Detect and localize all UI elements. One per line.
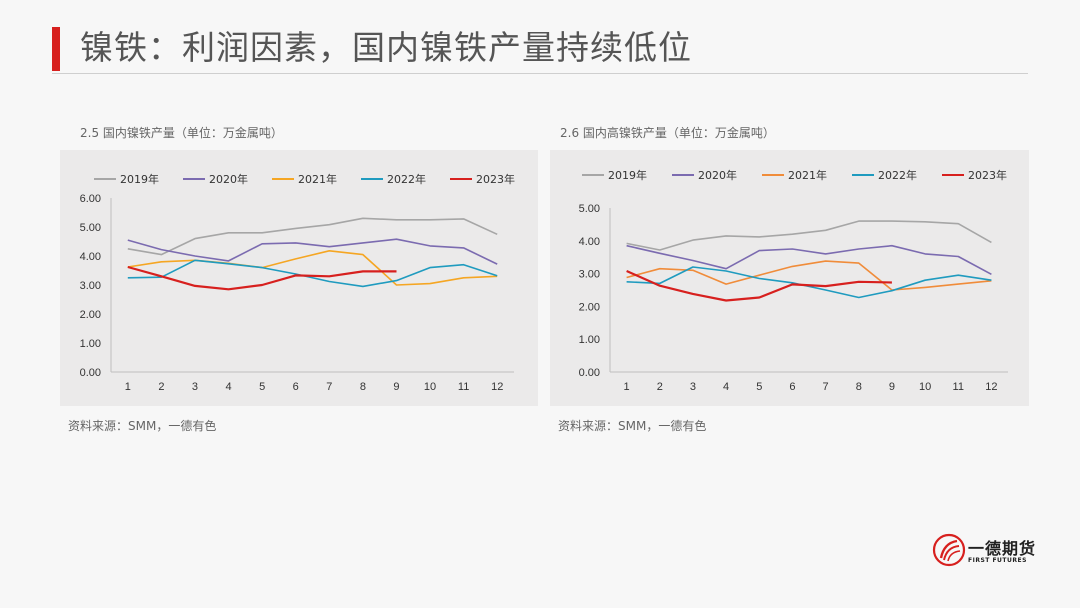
logo-subtitle: FIRST FUTURES bbox=[968, 557, 1027, 564]
legend-label: 2022年 bbox=[878, 168, 917, 182]
x-tick-label: 1 bbox=[624, 381, 630, 393]
chart-high-nickel-pig-iron-output: 0.00 1.00 2.00 3.00 4.00 5.00 1 2 3 4 5 6 7 8 9 10 11 12 2… bbox=[550, 150, 1029, 406]
x-tick-label: 3 bbox=[192, 381, 198, 393]
series-line bbox=[127, 259, 498, 288]
chart-svg: 0.001.002.003.004.005.001 2 3 4 5 6 7 8 9 10 11 122… bbox=[579, 168, 1008, 393]
x-tick-label: 2 bbox=[657, 381, 663, 393]
x-tick-label: 6 bbox=[789, 381, 795, 393]
x-tick-label: 10 bbox=[424, 381, 436, 393]
legend-label: 2023年 bbox=[968, 168, 1007, 182]
legend-label: 2020年 bbox=[209, 172, 248, 186]
series-line bbox=[127, 265, 397, 291]
y-tick-label: 6.00 bbox=[80, 193, 101, 205]
y-tick-label: 4.00 bbox=[80, 251, 101, 263]
x-tick-label: 5 bbox=[259, 381, 265, 393]
x-tick-label: 9 bbox=[393, 381, 399, 393]
source-note-2: 资料来源：SMM，一德有色 bbox=[558, 419, 707, 433]
x-tick-label: 11 bbox=[953, 381, 964, 393]
company-logo: 一德期货 FIRST FUTURES bbox=[932, 533, 1042, 571]
x-tick-label: 9 bbox=[889, 381, 895, 393]
x-tick-label: 11 bbox=[458, 381, 469, 393]
x-tick-label: 12 bbox=[491, 381, 503, 393]
logo-name: 一德期货 bbox=[968, 539, 1037, 558]
x-tick-label: 8 bbox=[856, 381, 862, 393]
chart-caption-1: 2.5 国内镍铁产量（单位：万金属吨） bbox=[80, 126, 283, 140]
legend-label: 2020年 bbox=[698, 168, 737, 182]
x-tick-label: 12 bbox=[985, 381, 997, 393]
x-tick-label: 1 bbox=[125, 381, 131, 393]
x-tick-label: 3 bbox=[690, 381, 696, 393]
y-tick-label: 2.00 bbox=[579, 301, 600, 313]
title-accent-bar bbox=[52, 27, 60, 71]
y-tick-label: 4.00 bbox=[579, 236, 600, 248]
title-divider bbox=[52, 73, 1028, 74]
legend-label: 2019年 bbox=[120, 172, 159, 186]
series-line bbox=[626, 244, 992, 276]
series-line bbox=[127, 217, 498, 256]
legend-label: 2021年 bbox=[788, 168, 827, 182]
chart-caption-2: 2.6 国内高镍铁产量（单位：万金属吨） bbox=[560, 126, 775, 140]
chart-nickel-pig-iron-output: 0.00 1.00 2.00 3.00 4.00 5.00 6.00 1 2 3 4 5 6 7 8 9 10 1… bbox=[60, 150, 538, 406]
y-tick-label: 0.00 bbox=[80, 367, 101, 379]
x-tick-label: 2 bbox=[158, 381, 164, 393]
x-tick-label: 7 bbox=[823, 381, 829, 393]
x-tick-label: 4 bbox=[225, 381, 231, 393]
y-tick-label: 2.00 bbox=[80, 309, 101, 321]
y-tick-label: 1.00 bbox=[80, 338, 101, 350]
y-tick-label: 5.00 bbox=[80, 222, 101, 234]
x-tick-label: 4 bbox=[723, 381, 729, 393]
y-tick-label: 1.00 bbox=[579, 334, 600, 346]
legend-label: 2019年 bbox=[608, 168, 647, 182]
legend-label: 2022年 bbox=[387, 172, 426, 186]
x-tick-label: 6 bbox=[293, 381, 299, 393]
x-tick-label: 10 bbox=[919, 381, 931, 393]
series-line bbox=[626, 269, 892, 302]
series-line bbox=[626, 220, 992, 251]
y-tick-label: 3.00 bbox=[579, 269, 600, 281]
y-tick-label: 3.00 bbox=[80, 280, 101, 292]
series-line bbox=[127, 250, 498, 286]
x-tick-label: 5 bbox=[756, 381, 762, 393]
x-tick-label: 7 bbox=[326, 381, 332, 393]
legend-label: 2023年 bbox=[476, 172, 515, 186]
legend-label: 2021年 bbox=[298, 172, 337, 186]
series-line bbox=[127, 238, 498, 265]
chart-svg: 0.001.002.003.004.005.006.001 2 3 4 5 6 7 8 9 10 1… bbox=[80, 172, 515, 393]
y-tick-label: 5.00 bbox=[579, 203, 600, 215]
logo-emblem-icon bbox=[932, 533, 966, 567]
series-line bbox=[626, 266, 992, 299]
y-tick-label: 0.00 bbox=[579, 367, 600, 379]
x-tick-label: 8 bbox=[360, 381, 366, 393]
source-note-1: 资料来源：SMM，一德有色 bbox=[68, 419, 217, 433]
page-title: 镍铁：利润因素，国内镍铁产量持续低位 bbox=[80, 28, 692, 67]
